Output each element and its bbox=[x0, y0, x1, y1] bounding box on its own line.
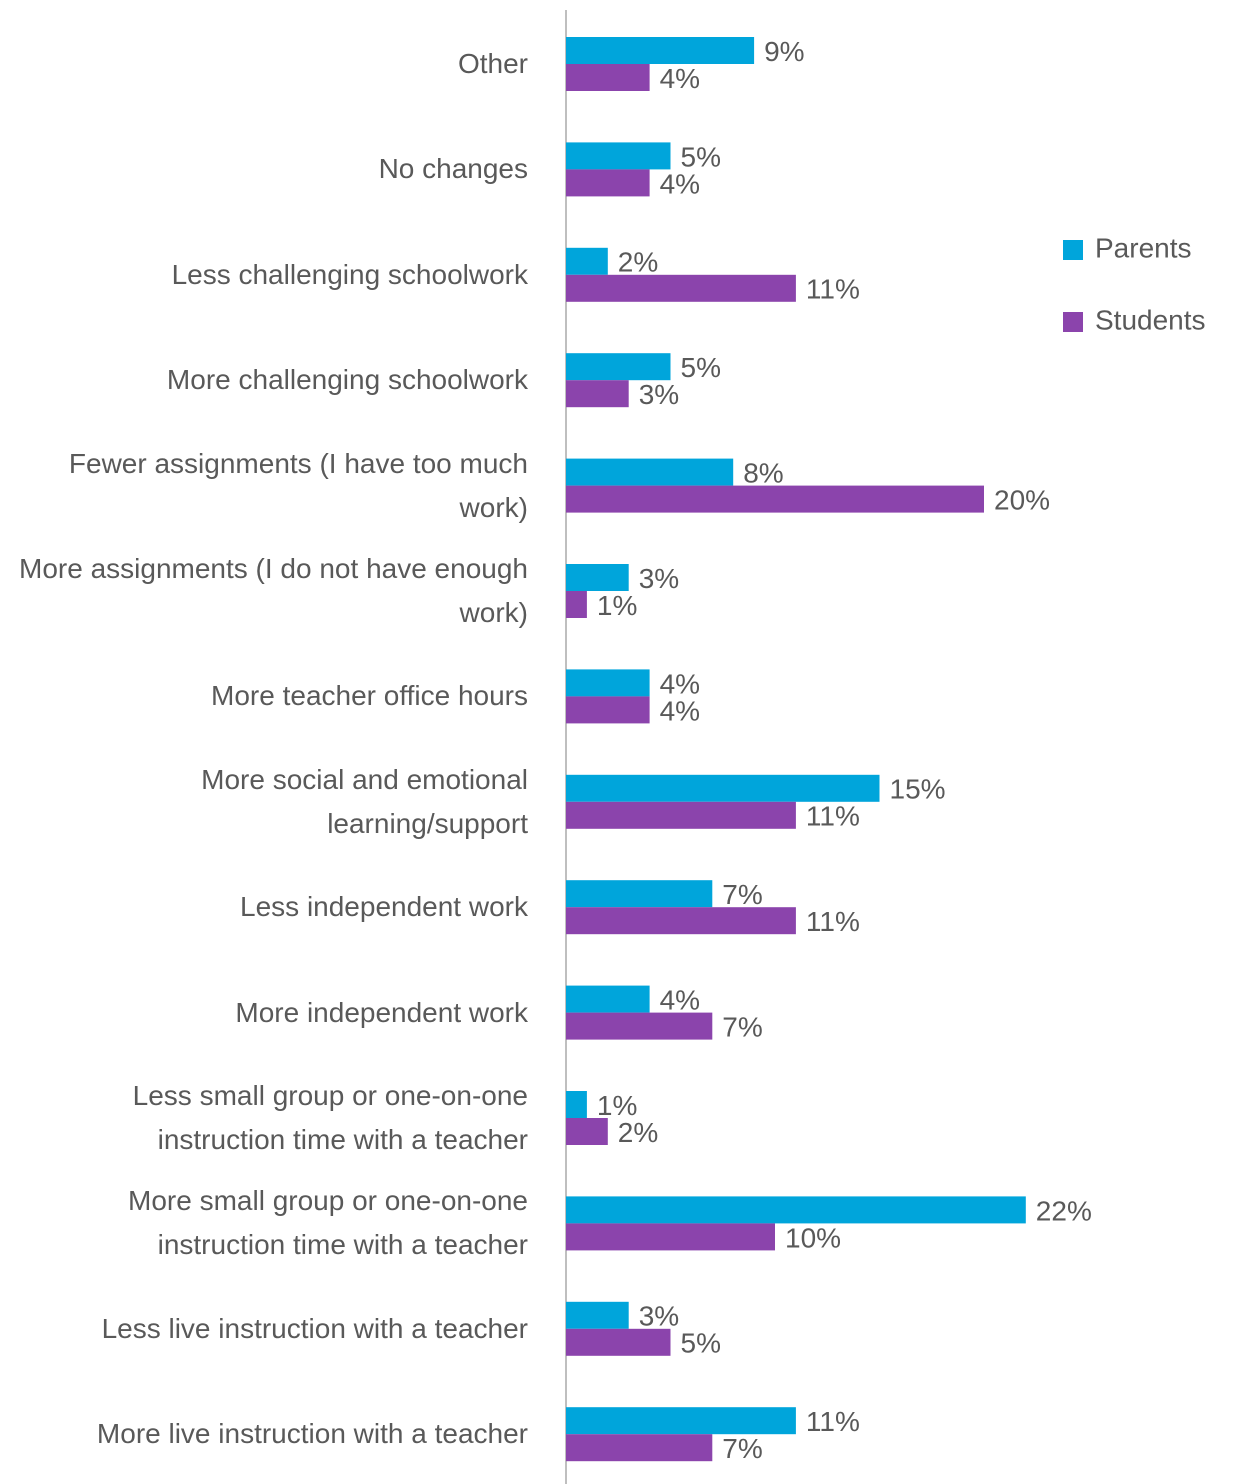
value-label: 1% bbox=[597, 590, 637, 621]
value-label: 11% bbox=[806, 801, 860, 832]
category-label: Fewer assignments (I have too much work) bbox=[68, 447, 528, 523]
category-label: More social and emotional learning/suppo… bbox=[201, 763, 528, 839]
category-label: More assignments (I do not have enough w… bbox=[19, 553, 528, 628]
bar bbox=[566, 458, 734, 486]
category-label: Other bbox=[457, 48, 528, 79]
value-label: 9% bbox=[764, 36, 804, 67]
category-label: Less independent work bbox=[240, 891, 528, 923]
bar bbox=[566, 353, 671, 381]
bar bbox=[566, 1012, 713, 1040]
bar bbox=[566, 1118, 608, 1145]
value-label: 5% bbox=[681, 352, 721, 383]
value-label: 4% bbox=[660, 695, 700, 726]
bar bbox=[566, 380, 629, 408]
value-label: 1% bbox=[597, 1090, 637, 1121]
value-label: 4% bbox=[660, 63, 700, 94]
value-label: 4% bbox=[660, 168, 700, 199]
bar bbox=[566, 274, 796, 302]
bar bbox=[566, 37, 755, 64]
category-label: More small group or one-on-one instructi… bbox=[128, 1185, 528, 1261]
category-label: More challenging schoolwork bbox=[166, 364, 528, 396]
category-label: More teacher office hours bbox=[211, 680, 528, 712]
bar bbox=[566, 485, 984, 513]
bar bbox=[566, 142, 671, 170]
category-label: More live instruction with a teacher bbox=[96, 1418, 528, 1450]
value-label: 7% bbox=[722, 879, 762, 910]
value-label: 4% bbox=[660, 984, 700, 1015]
value-label: 10% bbox=[785, 1222, 841, 1253]
value-label: 11% bbox=[806, 274, 860, 305]
bar bbox=[566, 1223, 775, 1251]
bar bbox=[566, 985, 650, 1013]
value-label: 11% bbox=[806, 1406, 860, 1437]
value-label: 2% bbox=[618, 247, 658, 278]
legend-swatch bbox=[1063, 240, 1083, 260]
category-label: No changes bbox=[378, 153, 528, 185]
bar bbox=[566, 64, 650, 91]
bar bbox=[566, 564, 629, 591]
value-label: 2% bbox=[618, 1117, 658, 1148]
legend-label: Parents bbox=[1095, 232, 1192, 263]
bar bbox=[566, 696, 650, 724]
value-label: 3% bbox=[639, 563, 679, 594]
value-label: 3% bbox=[639, 379, 679, 410]
value-label: 7% bbox=[722, 1433, 762, 1464]
bar bbox=[566, 1328, 671, 1356]
value-label: 15% bbox=[890, 774, 946, 805]
value-label: 20% bbox=[994, 484, 1050, 515]
bar bbox=[566, 1407, 796, 1435]
bar bbox=[566, 774, 880, 802]
bar bbox=[566, 1091, 587, 1118]
value-label: 5% bbox=[681, 141, 721, 172]
legend-swatch bbox=[1063, 312, 1083, 332]
value-label: 8% bbox=[743, 457, 783, 488]
category-label: Less small group or one-on-one instructi… bbox=[132, 1080, 528, 1155]
bar bbox=[566, 880, 713, 908]
bar bbox=[566, 907, 796, 935]
category-label: Less live instruction with a teacher bbox=[101, 1312, 528, 1344]
bar bbox=[566, 1196, 1026, 1224]
bar bbox=[566, 1434, 713, 1462]
bar bbox=[566, 591, 587, 618]
category-label: More independent work bbox=[235, 996, 528, 1028]
value-label: 7% bbox=[722, 1011, 762, 1042]
bar bbox=[566, 1301, 629, 1329]
value-label: 22% bbox=[1036, 1195, 1092, 1226]
legend-label: Students bbox=[1095, 304, 1206, 335]
bar bbox=[566, 169, 650, 197]
value-label: 11% bbox=[806, 906, 860, 937]
bar bbox=[566, 247, 608, 275]
category-label: Less challenging schoolwork bbox=[171, 258, 528, 290]
bar bbox=[566, 801, 796, 829]
bar bbox=[566, 669, 650, 697]
value-label: 3% bbox=[639, 1301, 679, 1332]
value-label: 4% bbox=[660, 668, 700, 699]
value-label: 5% bbox=[681, 1328, 721, 1359]
